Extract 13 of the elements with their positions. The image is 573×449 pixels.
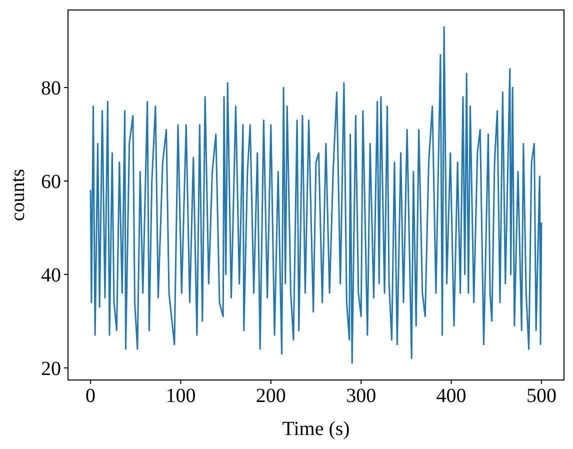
y-tick-label: 20	[41, 358, 61, 380]
y-tick-label: 80	[41, 78, 61, 100]
x-tick-label: 0	[86, 385, 96, 407]
x-tick-label: 500	[526, 385, 556, 407]
y-tick-label: 40	[41, 264, 61, 286]
x-axis-title: Time (s)	[282, 418, 350, 440]
x-tick-label: 100	[166, 385, 196, 407]
x-tick-label: 200	[256, 385, 286, 407]
y-tick-label: 60	[41, 170, 61, 193]
x-tick-label: 400	[436, 385, 466, 407]
y-axis-title: counts	[7, 168, 29, 222]
line-series	[90, 26, 542, 364]
x-tick-label: 300	[346, 385, 376, 407]
